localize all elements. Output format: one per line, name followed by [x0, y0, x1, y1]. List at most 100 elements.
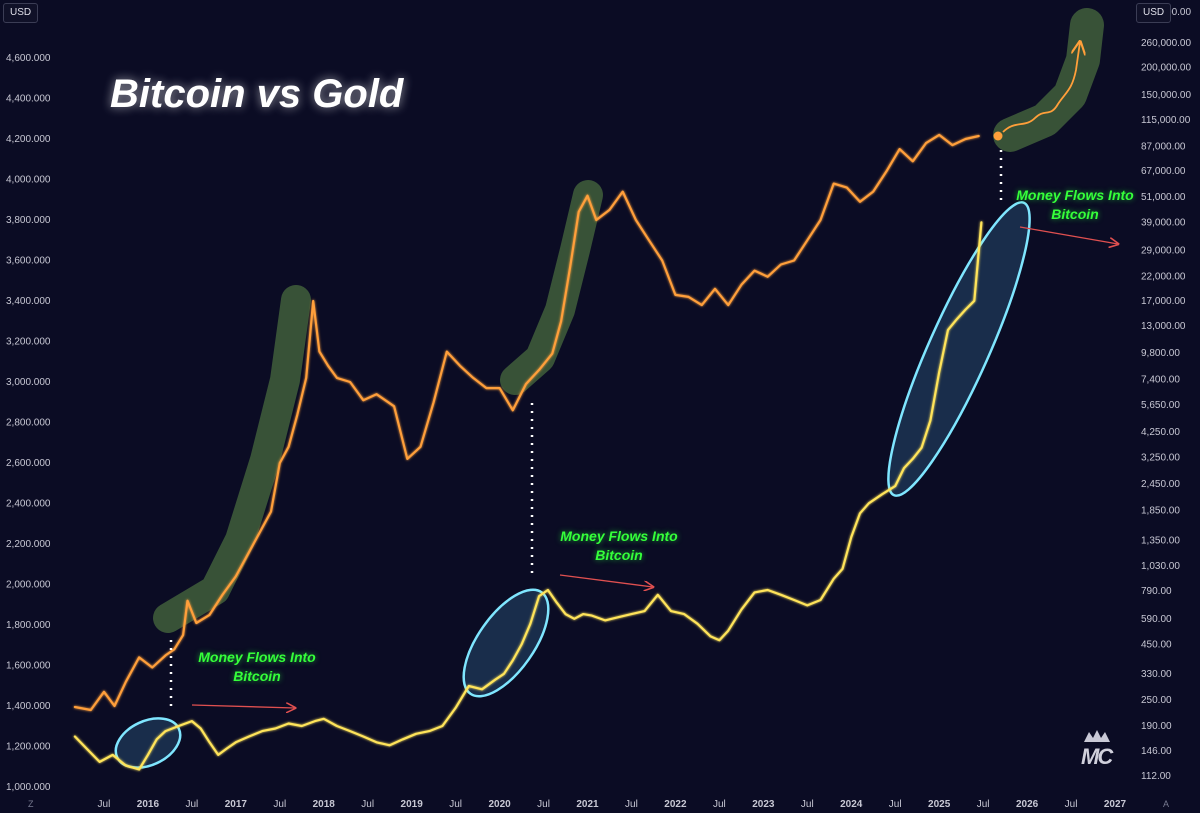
annotation-1-line2: Bitcoin	[233, 668, 281, 684]
right-tick-label: 29,000.00	[1141, 245, 1186, 256]
red-arrows	[191, 226, 1118, 708]
right-tick-label: 5,650.00	[1141, 400, 1180, 411]
x-tick-label: 2020	[488, 799, 511, 810]
left-tick-label: 1,600.000	[6, 661, 51, 672]
left-tick-label: 4,200.000	[6, 134, 51, 145]
left-tick-label: 1,400.000	[6, 701, 51, 712]
x-tick-label: 2018	[313, 799, 336, 810]
x-tick-label: 2025	[928, 799, 951, 810]
left-tick-label: 3,200.000	[6, 337, 51, 348]
gold-price-line	[73, 133, 980, 712]
right-tick-label: 1,850.00	[1141, 506, 1180, 517]
right-tick-label: 51,000.00	[1141, 192, 1186, 203]
x-tick-label: Jul	[537, 799, 550, 810]
right-tick-label: 39,000.00	[1141, 217, 1186, 228]
x-tick-label: Jul	[977, 799, 990, 810]
right-tick-label: 7,400.00	[1141, 375, 1180, 386]
right-tick-label: 790.00	[1141, 586, 1172, 597]
annotation-2-line2: Bitcoin	[595, 547, 643, 563]
right-tick-label: 260,000.00	[1141, 38, 1191, 49]
x-tick-label: Jul	[273, 799, 286, 810]
left-tick-label: 3,000.000	[6, 377, 51, 388]
x-tick-label: Jul	[713, 799, 726, 810]
left-tick-label: 3,800.000	[6, 215, 51, 226]
logo-text: MC	[1081, 744, 1113, 769]
left-corner-label[interactable]: Z	[28, 799, 34, 809]
green-highlight-3	[993, 8, 1104, 152]
left-tick-label: 4,400.000	[6, 94, 51, 105]
x-tick-label: Jul	[625, 799, 638, 810]
left-tick-label: 4,600.000	[6, 53, 51, 64]
x-tick-label: Jul	[801, 799, 814, 810]
left-tick-label: 3,600.000	[6, 256, 51, 267]
annotation-money-flows-2: Money Flows Into Bitcoin	[544, 527, 694, 565]
chart-title: Bitcoin vs Gold	[110, 72, 404, 116]
right-tick-label: 87,000.00	[1141, 141, 1186, 152]
x-tick-label: 2027	[1104, 799, 1127, 810]
left-tick-label: 2,000.000	[6, 580, 51, 591]
left-tick-label: 4,000.000	[6, 175, 51, 186]
annotation-3-line1: Money Flows Into	[1016, 187, 1134, 203]
x-tick-label: 2024	[840, 799, 863, 810]
projection	[993, 42, 1081, 141]
right-tick-label: 1,030.00	[1141, 561, 1180, 572]
right-tick-label: 1,350.00	[1141, 535, 1180, 546]
left-axis: 1,000.000 1,200.000 1,400.000 1,600.000 1,80…	[6, 53, 51, 793]
x-tick-label: Jul	[185, 799, 198, 810]
cyan-ellipse-3	[887, 201, 1031, 497]
red-arrow-2	[559, 574, 653, 587]
left-tick-label: 2,600.000	[6, 458, 51, 469]
x-tick-label: Jul	[1065, 799, 1078, 810]
annotation-money-flows-1: Money Flows Into Bitcoin	[182, 648, 332, 686]
right-tick-label: 67,000.00	[1141, 166, 1186, 177]
green-highlight-1	[153, 285, 311, 633]
x-tick-label: 2022	[664, 799, 687, 810]
right-axis: 112.00 146.00 190.00 250.00 330.00 450.00 590.…	[1141, 7, 1191, 782]
right-tick-label: 115,000.00	[1141, 115, 1191, 126]
annotation-money-flows-3: Money Flows Into Bitcoin	[1000, 186, 1150, 224]
x-tick-label: 2026	[1016, 799, 1039, 810]
x-tick-label: 2017	[225, 799, 248, 810]
cyan-ellipse-1	[114, 717, 182, 769]
left-tick-label: 3,400.000	[6, 296, 51, 307]
gold-current-dot	[993, 131, 1003, 141]
right-tick-label: 17,000.00	[1141, 296, 1186, 307]
series-lines	[73, 133, 983, 771]
annotation-2-line1: Money Flows Into	[560, 528, 678, 544]
left-tick-label: 2,200.000	[6, 539, 51, 550]
right-corner-label[interactable]: A	[1163, 799, 1170, 809]
right-tick-label: 9,800.00	[1141, 348, 1180, 359]
right-tick-label: 590.00	[1141, 614, 1172, 625]
right-tick-label: 200,000.00	[1141, 63, 1191, 74]
left-tick-label: 1,000.000	[6, 782, 51, 793]
red-arrow-1	[191, 705, 295, 708]
right-tick-label: 112.00	[1141, 771, 1171, 782]
right-tick-label: 250.00	[1141, 695, 1172, 706]
left-tick-label: 1,200.000	[6, 742, 51, 753]
left-tick-label: 1,800.000	[6, 620, 51, 631]
x-tick-label: Jul	[361, 799, 374, 810]
left-currency-badge[interactable]: USD	[3, 3, 39, 23]
x-tick-label: 2023	[752, 799, 775, 810]
x-tick-label: 2016	[137, 799, 160, 810]
right-tick-label: 3,250.00	[1141, 452, 1180, 463]
right-tick-label: 4,250.00	[1141, 427, 1180, 438]
x-tick-label: Jul	[98, 799, 111, 810]
x-tick-label: 2021	[576, 799, 599, 810]
annotation-1-line1: Money Flows Into	[198, 649, 316, 665]
red-arrow-3	[1019, 226, 1118, 244]
green-highlight-2	[500, 180, 603, 395]
projection-arrow	[1002, 42, 1080, 133]
right-tick-label: 13,000.00	[1141, 321, 1186, 332]
mc-logo: MC	[1080, 728, 1114, 772]
right-currency-badge[interactable]: USD	[1136, 3, 1172, 23]
right-tick-label: 150,000.00	[1141, 90, 1191, 101]
dotted-connectors	[169, 150, 1003, 712]
right-tick-label: 450.00	[1141, 639, 1172, 650]
x-tick-label: Jul	[889, 799, 902, 810]
cyan-highlight-ellipses	[114, 201, 1031, 769]
left-tick-label: 2,400.000	[6, 499, 51, 510]
x-tick-label: 2019	[401, 799, 424, 810]
right-tick-label: 22,000.00	[1141, 271, 1186, 282]
